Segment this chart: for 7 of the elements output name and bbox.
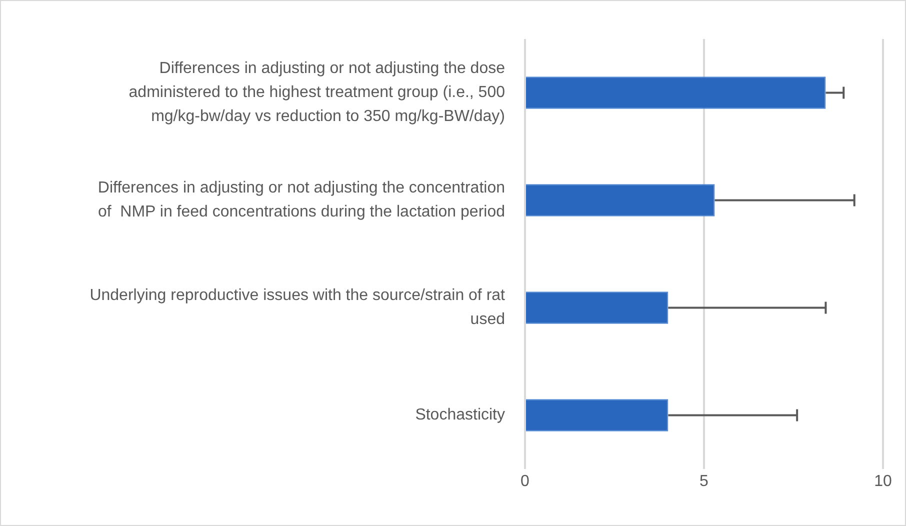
y-tick-label: Underlying reproductive issues with the source/strain of rat used — [90, 287, 506, 328]
y-tick-label: Differences in adjusting or not adjusting the concentration of NMP in feed concentrations during the lactation period — [98, 180, 505, 221]
x-tick-label: 5 — [700, 473, 709, 490]
y-tick-label: Differences in adjusting or not adjusting the dose administered to the highest treatment group (i.e., 500 mg/kg-bw/day vs reduction to 350 mg/kg-BW/day) — [128, 60, 506, 126]
x-tick-label: 10 — [874, 473, 892, 490]
x-tick-label: 0 — [520, 473, 530, 490]
y-tick-label: Stochasticity — [415, 406, 505, 424]
